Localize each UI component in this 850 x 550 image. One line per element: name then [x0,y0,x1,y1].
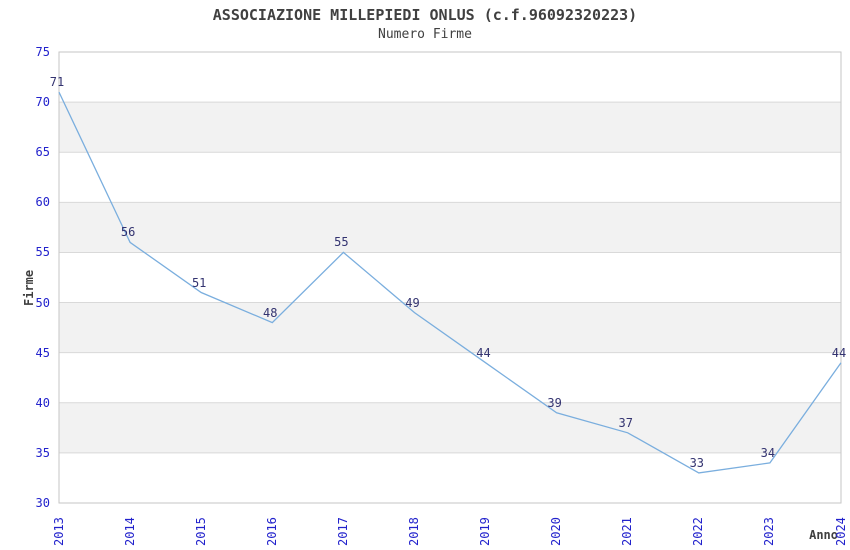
x-tick-label: 2021 [620,517,635,546]
y-tick-label: 75 [35,45,50,59]
data-label: 34 [760,445,776,460]
y-tick-label: 55 [35,245,50,260]
data-label: 51 [191,275,207,290]
data-label: 55 [334,235,349,250]
x-tick-label: 2017 [335,517,350,546]
y-tick-label: 45 [35,345,50,360]
x-tick-label: 2024 [833,517,848,546]
x-tick-label: 2019 [478,517,493,546]
x-tick-label: 2023 [762,517,777,546]
data-label: 33 [689,455,705,470]
y-tick-label: 60 [35,195,50,210]
series-line [58,91,842,474]
chart-subtitle: Numero Firme [378,27,472,42]
data-label: 48 [263,305,278,320]
data-label: 44 [831,345,847,360]
x-tick-label: 2020 [549,517,564,546]
x-tick-label: 2015 [193,517,208,546]
chart-title: ASSOCIAZIONE MILLEPIEDI ONLUS (c.f.96092… [212,6,638,24]
plot-border [58,51,842,504]
data-label: 49 [405,295,420,310]
data-label: 44 [476,345,491,360]
x-tick-label: 2018 [406,517,421,546]
data-label: 71 [49,75,65,90]
x-tick-label: 2014 [122,517,137,546]
x-tick-label: 2016 [264,517,279,546]
grid-band [59,102,841,153]
y-tick-label: 35 [35,445,50,460]
y-tick-label: 65 [35,145,50,160]
y-tick-label: 40 [35,395,50,410]
data-label: 56 [120,225,136,240]
grid-band [59,302,841,353]
x-tick-label: 2022 [691,517,706,546]
data-label: 39 [547,395,562,410]
x-axis-title: Anno [809,528,838,542]
y-tick-label: 70 [35,95,50,110]
data-label: 37 [618,415,633,430]
y-tick-label: 50 [35,295,50,310]
grid-band [59,402,841,453]
y-tick-label: 30 [35,496,50,510]
grid-band [59,202,841,253]
x-tick-label: 2013 [51,517,66,546]
